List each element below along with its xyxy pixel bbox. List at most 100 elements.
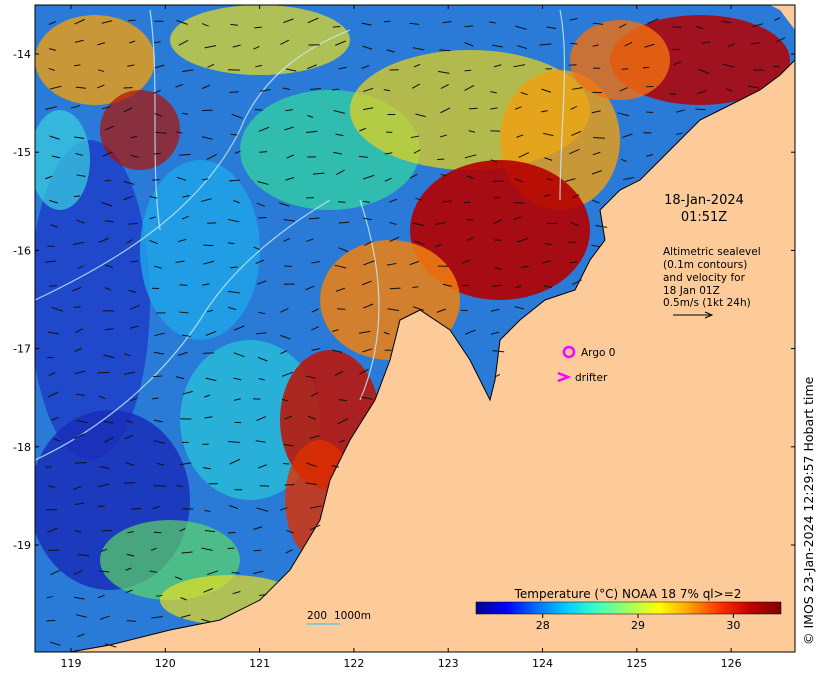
velocity-arrow (124, 371, 135, 375)
velocity-arrow (74, 502, 85, 506)
velocity-arrow (695, 25, 704, 30)
velocity-arrow (203, 588, 213, 593)
colorbar-tick-label: 29 (631, 619, 645, 632)
velocity-arrow (569, 261, 578, 264)
velocity-arrow (104, 125, 115, 131)
velocity-arrow (200, 198, 212, 202)
velocity-arrow (149, 239, 158, 245)
velocity-arrow (361, 396, 373, 400)
velocity-arrow (336, 169, 345, 176)
velocity-arrow (435, 222, 446, 225)
velocity-arrow (97, 42, 106, 46)
altimetry-note-line-2: (0.1m contours) (663, 259, 747, 271)
velocity-arrow (727, 43, 735, 48)
velocity-arrow (362, 107, 374, 111)
velocity-arrow (624, 41, 633, 47)
velocity-arrow (75, 152, 84, 156)
velocity-arrow (126, 553, 135, 557)
velocity-arrow (311, 308, 319, 313)
velocity-arrow (50, 569, 61, 575)
velocity-arrow (331, 465, 340, 468)
velocity-arrow (258, 126, 270, 132)
velocity-arrow (104, 328, 114, 331)
velocity-arrow (255, 64, 263, 68)
velocity-arrow (201, 136, 213, 140)
velocity-arrow (77, 554, 90, 557)
velocity-arrow (306, 462, 317, 468)
velocity-arrow (259, 151, 268, 153)
velocity-arrow (230, 266, 238, 269)
velocity-arrow (362, 174, 375, 180)
velocity-arrow (74, 18, 86, 25)
velocity-arrow (541, 110, 548, 113)
velocity-arrow (156, 462, 165, 466)
velocity-arrow (127, 530, 134, 534)
velocity-arrow (74, 462, 87, 464)
velocity-arrow (253, 45, 260, 50)
velocity-arrow (409, 173, 418, 179)
velocity-arrow (129, 325, 139, 329)
velocity-arrow (176, 176, 187, 181)
velocity-arrow (415, 197, 423, 201)
velocity-arrow (493, 219, 503, 225)
velocity-arrow (175, 83, 184, 88)
velocity-arrow (207, 63, 215, 68)
velocity-arrow (389, 287, 401, 290)
altimetry-note-line-3: and velocity for (663, 272, 746, 284)
velocity-arrow (285, 109, 293, 112)
velocity-arrow (283, 18, 294, 24)
velocity-arrow (284, 126, 294, 131)
velocity-arrow (150, 547, 157, 551)
velocity-arrow (230, 23, 239, 26)
velocity-arrow (439, 49, 451, 52)
velocity-arrow (514, 106, 522, 110)
velocity-arrow (361, 22, 372, 26)
velocity-arrow (338, 66, 347, 70)
velocity-arrow (76, 419, 89, 424)
velocity-arrow (47, 391, 59, 398)
velocity-arrow (383, 89, 391, 92)
velocity-arrow (97, 371, 110, 374)
velocity-arrow (51, 306, 63, 312)
velocity-arrow (464, 69, 472, 72)
velocity-arrow (309, 87, 322, 90)
velocity-arrow (227, 290, 240, 294)
velocity-arrow (494, 267, 502, 270)
velocity-arrow (253, 246, 261, 251)
velocity-arrow (125, 567, 132, 571)
velocity-arrow (515, 285, 522, 289)
velocity-arrow (332, 329, 339, 332)
velocity-arrow (124, 435, 134, 440)
colorbar (475, 601, 782, 615)
velocity-arrow (130, 260, 139, 263)
velocity-arrow (413, 63, 421, 68)
velocity-arrow (542, 132, 554, 137)
velocity-arrow (256, 415, 267, 422)
velocity-arrow (591, 110, 601, 114)
lat-tick-label: -19 (13, 539, 31, 552)
velocity-arrow (45, 106, 57, 110)
velocity-arrow (409, 22, 420, 25)
velocity-arrow (337, 418, 349, 425)
velocity-arrows (45, 17, 786, 648)
velocity-arrow (520, 91, 528, 96)
velocity-arrow (49, 48, 57, 51)
velocity-arrow (363, 87, 374, 93)
velocity-arrow (647, 18, 659, 24)
velocity-arrow (307, 114, 314, 118)
velocity-arrow (493, 64, 502, 68)
velocity-arrow (437, 158, 445, 161)
velocity-arrow (305, 130, 318, 133)
velocity-arrow (489, 21, 496, 24)
velocity-arrow (412, 47, 425, 51)
velocity-arrow (129, 40, 136, 44)
velocity-arrow (591, 244, 601, 248)
longitude-ticks: 119 120 121 122 123 124 125 126 (61, 5, 742, 670)
velocity-arrow (617, 112, 630, 117)
velocity-arrow (153, 351, 165, 355)
lon-tick-label: 123 (438, 657, 459, 670)
velocity-arrow (49, 85, 62, 90)
velocity-arrow (592, 44, 599, 47)
velocity-arrow (411, 83, 421, 89)
